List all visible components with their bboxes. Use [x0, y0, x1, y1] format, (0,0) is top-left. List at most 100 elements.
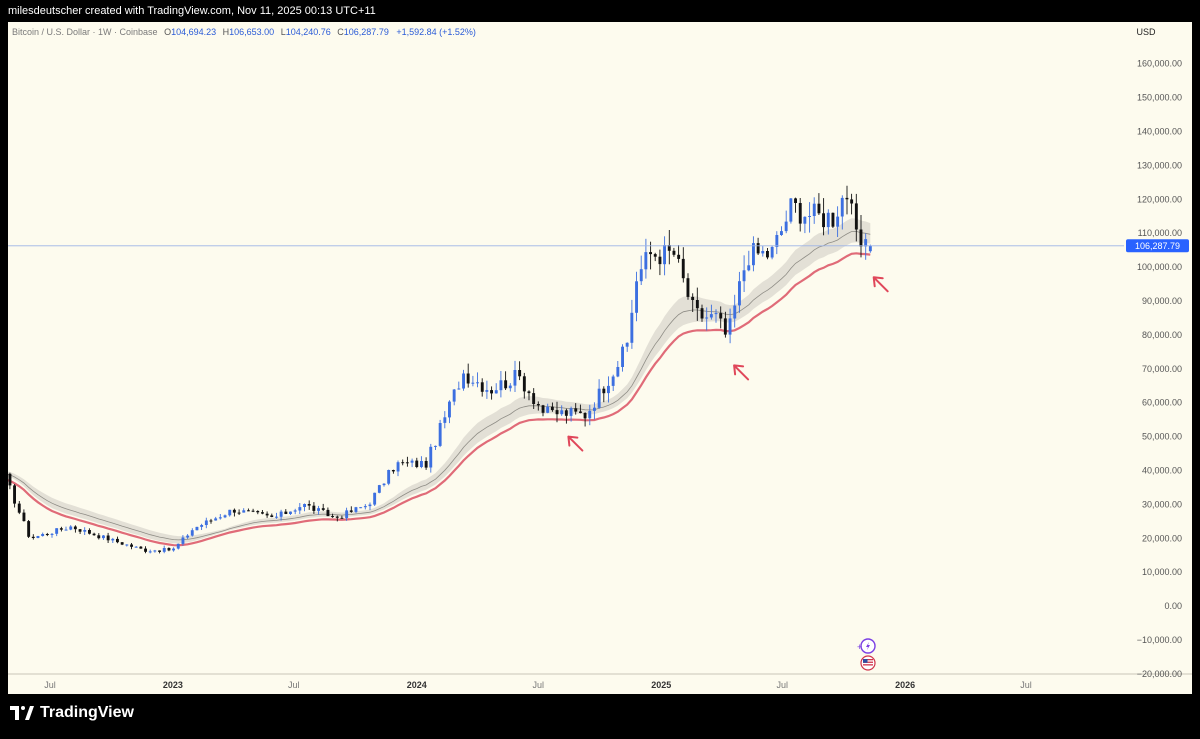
- candle-up: [438, 423, 442, 446]
- price-tick-label: 160,000.00: [1137, 59, 1182, 69]
- candle-up: [625, 342, 629, 347]
- candle-up: [742, 270, 746, 282]
- candle-down: [518, 370, 522, 377]
- candle-down: [536, 404, 540, 406]
- candle-up: [868, 245, 872, 252]
- chart-area[interactable]: Bitcoin / U.S. Dollar · 1W · Coinbase O1…: [8, 22, 1192, 694]
- candle-up: [508, 385, 512, 389]
- flash-icon[interactable]: +: [857, 638, 876, 654]
- candle-down: [251, 510, 255, 512]
- candle-up: [593, 407, 596, 411]
- candle-down: [78, 529, 82, 532]
- candle-up: [471, 382, 475, 384]
- ema-band: [8, 218, 871, 544]
- annotation-arrows: [567, 276, 889, 452]
- candle-up: [789, 198, 793, 222]
- candle-up: [275, 516, 278, 518]
- candle-up: [50, 533, 54, 535]
- candle-down: [564, 410, 568, 416]
- candle-down: [284, 511, 288, 514]
- legend-low: 104,240.76: [286, 27, 331, 37]
- candle-up: [513, 370, 517, 386]
- price-tick-label: 50,000.00: [1142, 432, 1182, 442]
- candle-down: [723, 318, 727, 335]
- legend-low-label: L: [281, 27, 286, 37]
- candle-up: [663, 245, 666, 265]
- chart-background: [8, 22, 1192, 694]
- candle-up: [317, 508, 320, 511]
- candle-down: [312, 505, 316, 511]
- candle-down: [340, 517, 344, 519]
- candle-up: [635, 281, 638, 313]
- candle-down: [695, 300, 699, 309]
- candle-down: [261, 512, 264, 514]
- candle-up: [494, 390, 498, 394]
- time-axis[interactable]: Jul 2023 Jul 2024 Jul 2025 Jul 2026 Jul: [44, 680, 1032, 690]
- current-price-value: 106,287.79: [1135, 241, 1180, 251]
- currency-label[interactable]: USD: [1136, 27, 1156, 37]
- candle-up: [784, 221, 788, 232]
- candle-up: [826, 212, 830, 228]
- candle-down: [649, 252, 652, 255]
- candle-up: [303, 504, 306, 507]
- candle-down: [527, 391, 531, 394]
- candle-up: [476, 382, 479, 384]
- candle-down: [579, 411, 582, 413]
- candle-up: [812, 203, 816, 216]
- candle-down: [658, 256, 662, 265]
- candle-up: [429, 446, 433, 468]
- price-tick-label: 80,000.00: [1142, 330, 1182, 340]
- candle-down: [405, 462, 409, 464]
- candle-down: [504, 380, 508, 389]
- candle-up: [69, 526, 73, 530]
- price-axis[interactable]: 160,000.00 150,000.00 140,000.00 130,000.00…: [1137, 59, 1182, 679]
- price-tick-label: 30,000.00: [1142, 499, 1182, 509]
- candle-down: [270, 515, 274, 517]
- time-tick-label: 2025: [651, 680, 671, 690]
- candle-up: [396, 462, 400, 472]
- candle-down: [8, 473, 12, 486]
- time-tick-label: 2023: [163, 680, 183, 690]
- candle-up: [546, 406, 550, 413]
- time-tick-label: Jul: [288, 680, 300, 690]
- time-tick-label: 2024: [407, 680, 427, 690]
- candle-down: [59, 528, 63, 530]
- candle-up: [420, 461, 423, 467]
- candle-up: [747, 265, 751, 271]
- candle-up: [752, 243, 755, 266]
- candle-up: [354, 507, 358, 512]
- arrow-annotation: [733, 364, 750, 381]
- legend-high-label: H: [223, 27, 230, 37]
- candle-up: [621, 346, 624, 367]
- candle-down: [794, 198, 797, 203]
- candle-down: [232, 509, 236, 513]
- tradingview-logo[interactable]: TradingView: [10, 704, 134, 722]
- candle-up: [162, 548, 166, 552]
- candle-up: [148, 551, 152, 553]
- time-tick-label: 2026: [895, 680, 915, 690]
- candle-down: [854, 203, 858, 230]
- candle-down: [822, 213, 825, 228]
- candle-up: [836, 216, 840, 227]
- us-flag-icon[interactable]: [860, 655, 876, 671]
- candle-down: [602, 388, 606, 394]
- candle-up: [41, 534, 45, 536]
- candle-up: [55, 528, 59, 534]
- candle-up: [242, 510, 246, 513]
- candle-down: [817, 203, 821, 214]
- candle-up: [190, 530, 194, 536]
- candle-up: [588, 410, 592, 419]
- candle-up: [607, 385, 610, 394]
- candle-up: [499, 380, 503, 391]
- candle-up: [761, 251, 765, 254]
- price-tick-label: 90,000.00: [1142, 296, 1182, 306]
- candle-up: [733, 305, 737, 319]
- candle-up: [630, 312, 634, 343]
- candle-up: [705, 317, 709, 319]
- candle-down: [480, 382, 484, 392]
- candle-down: [45, 534, 49, 535]
- time-tick-label: Jul: [1020, 680, 1032, 690]
- candle-up: [293, 510, 297, 512]
- legend-high: 106,653.00: [229, 27, 274, 37]
- price-chart[interactable]: Bitcoin / U.S. Dollar · 1W · Coinbase O1…: [8, 22, 1192, 694]
